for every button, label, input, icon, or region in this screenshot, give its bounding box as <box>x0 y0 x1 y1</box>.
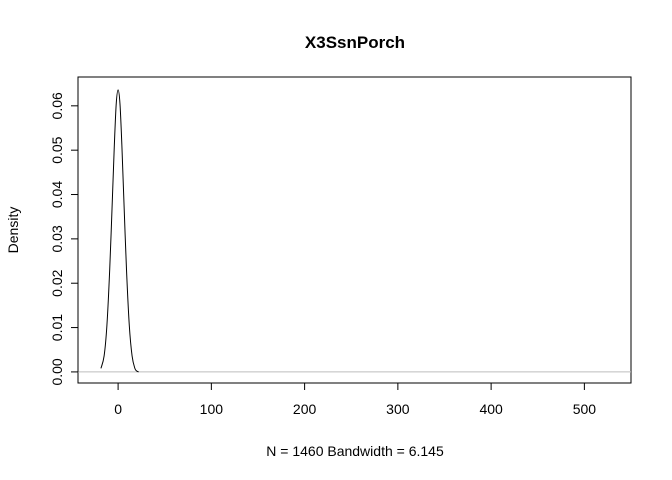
y-axis: 0.00 0.01 0.02 0.03 0.04 0.05 0.06 <box>49 92 79 386</box>
y-tick-label: 0.03 <box>49 225 65 252</box>
x-tick-label: 200 <box>293 401 317 417</box>
x-tick-label: 300 <box>386 401 410 417</box>
x-axis: 0 100 200 300 400 500 <box>114 382 597 417</box>
x-tick-label: 500 <box>573 401 597 417</box>
y-tick-label: 0.05 <box>49 136 65 163</box>
density-curve <box>100 89 139 373</box>
x-tick-label: 400 <box>479 401 503 417</box>
x-tick-label: 100 <box>200 401 224 417</box>
y-tick-label: 0.06 <box>49 92 65 119</box>
x-axis-label: N = 1460 Bandwidth = 6.145 <box>266 443 444 459</box>
y-tick-label: 0.00 <box>49 358 65 385</box>
y-tick-label: 0.04 <box>49 181 65 208</box>
y-tick-label: 0.02 <box>49 269 65 296</box>
chart-title: X3SsnPorch <box>305 33 405 52</box>
plot-frame <box>77 76 632 384</box>
y-tick-label: 0.01 <box>49 314 65 341</box>
y-axis-label: Density <box>5 207 21 254</box>
x-tick-label: 0 <box>114 401 122 417</box>
